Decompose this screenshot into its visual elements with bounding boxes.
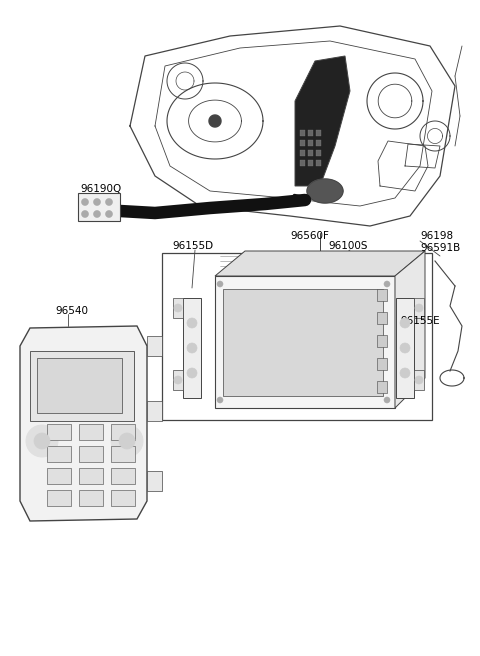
Circle shape xyxy=(400,343,410,353)
Polygon shape xyxy=(20,326,147,521)
Bar xyxy=(377,312,387,324)
Bar xyxy=(47,490,71,506)
Bar xyxy=(396,298,414,398)
Bar xyxy=(377,381,387,393)
Text: 96155D: 96155D xyxy=(172,241,213,251)
Bar xyxy=(47,446,71,462)
Bar xyxy=(147,336,162,356)
Bar xyxy=(316,140,321,146)
Bar xyxy=(316,130,321,136)
Bar xyxy=(147,401,162,421)
Text: 96560F: 96560F xyxy=(290,231,329,241)
Bar xyxy=(377,335,387,347)
Bar xyxy=(308,130,313,136)
Circle shape xyxy=(111,425,143,457)
Bar xyxy=(308,160,313,166)
Bar xyxy=(173,370,183,390)
Circle shape xyxy=(187,343,197,353)
Circle shape xyxy=(174,376,182,384)
Circle shape xyxy=(26,425,58,457)
Bar xyxy=(79,490,103,506)
Circle shape xyxy=(82,211,88,218)
Bar xyxy=(300,140,305,146)
Circle shape xyxy=(415,376,423,384)
Bar xyxy=(147,471,162,491)
Circle shape xyxy=(187,318,197,328)
Text: 96100S: 96100S xyxy=(328,241,368,251)
Bar xyxy=(414,298,424,318)
Circle shape xyxy=(384,281,390,287)
Circle shape xyxy=(94,199,100,205)
Circle shape xyxy=(94,211,100,218)
Circle shape xyxy=(34,433,50,449)
Circle shape xyxy=(119,433,135,449)
Bar xyxy=(47,424,71,440)
Circle shape xyxy=(106,211,112,218)
Bar xyxy=(78,193,120,221)
Text: 96591B: 96591B xyxy=(420,243,460,253)
Circle shape xyxy=(400,368,410,378)
Circle shape xyxy=(217,397,223,403)
Bar xyxy=(37,358,122,413)
Bar xyxy=(316,160,321,166)
Circle shape xyxy=(82,199,88,205)
Bar xyxy=(300,150,305,156)
Polygon shape xyxy=(307,179,343,203)
Text: 96155E: 96155E xyxy=(400,316,440,326)
Bar xyxy=(111,468,135,484)
Polygon shape xyxy=(215,251,425,276)
Circle shape xyxy=(106,199,112,205)
Bar xyxy=(111,446,135,462)
Text: 96190Q: 96190Q xyxy=(80,184,121,194)
Bar xyxy=(300,160,305,166)
Bar xyxy=(308,150,313,156)
Circle shape xyxy=(400,318,410,328)
Bar xyxy=(79,424,103,440)
Text: 96540: 96540 xyxy=(55,306,88,316)
Circle shape xyxy=(415,304,423,312)
Bar xyxy=(414,370,424,390)
Bar xyxy=(300,130,305,136)
Circle shape xyxy=(187,368,197,378)
Bar xyxy=(111,490,135,506)
Polygon shape xyxy=(209,115,221,127)
Bar xyxy=(308,140,313,146)
Bar xyxy=(377,289,387,301)
Bar xyxy=(377,358,387,370)
Polygon shape xyxy=(395,251,425,408)
Circle shape xyxy=(217,281,223,287)
Bar xyxy=(79,446,103,462)
Bar xyxy=(111,424,135,440)
Bar xyxy=(30,351,134,421)
Bar xyxy=(223,289,383,396)
Circle shape xyxy=(384,397,390,403)
Bar xyxy=(47,468,71,484)
Bar xyxy=(316,150,321,156)
Bar xyxy=(173,298,183,318)
Bar xyxy=(183,298,201,398)
Bar xyxy=(215,276,395,408)
Polygon shape xyxy=(295,56,350,186)
Text: 96198: 96198 xyxy=(420,231,453,241)
Bar xyxy=(162,253,432,420)
Bar xyxy=(79,468,103,484)
Circle shape xyxy=(174,304,182,312)
